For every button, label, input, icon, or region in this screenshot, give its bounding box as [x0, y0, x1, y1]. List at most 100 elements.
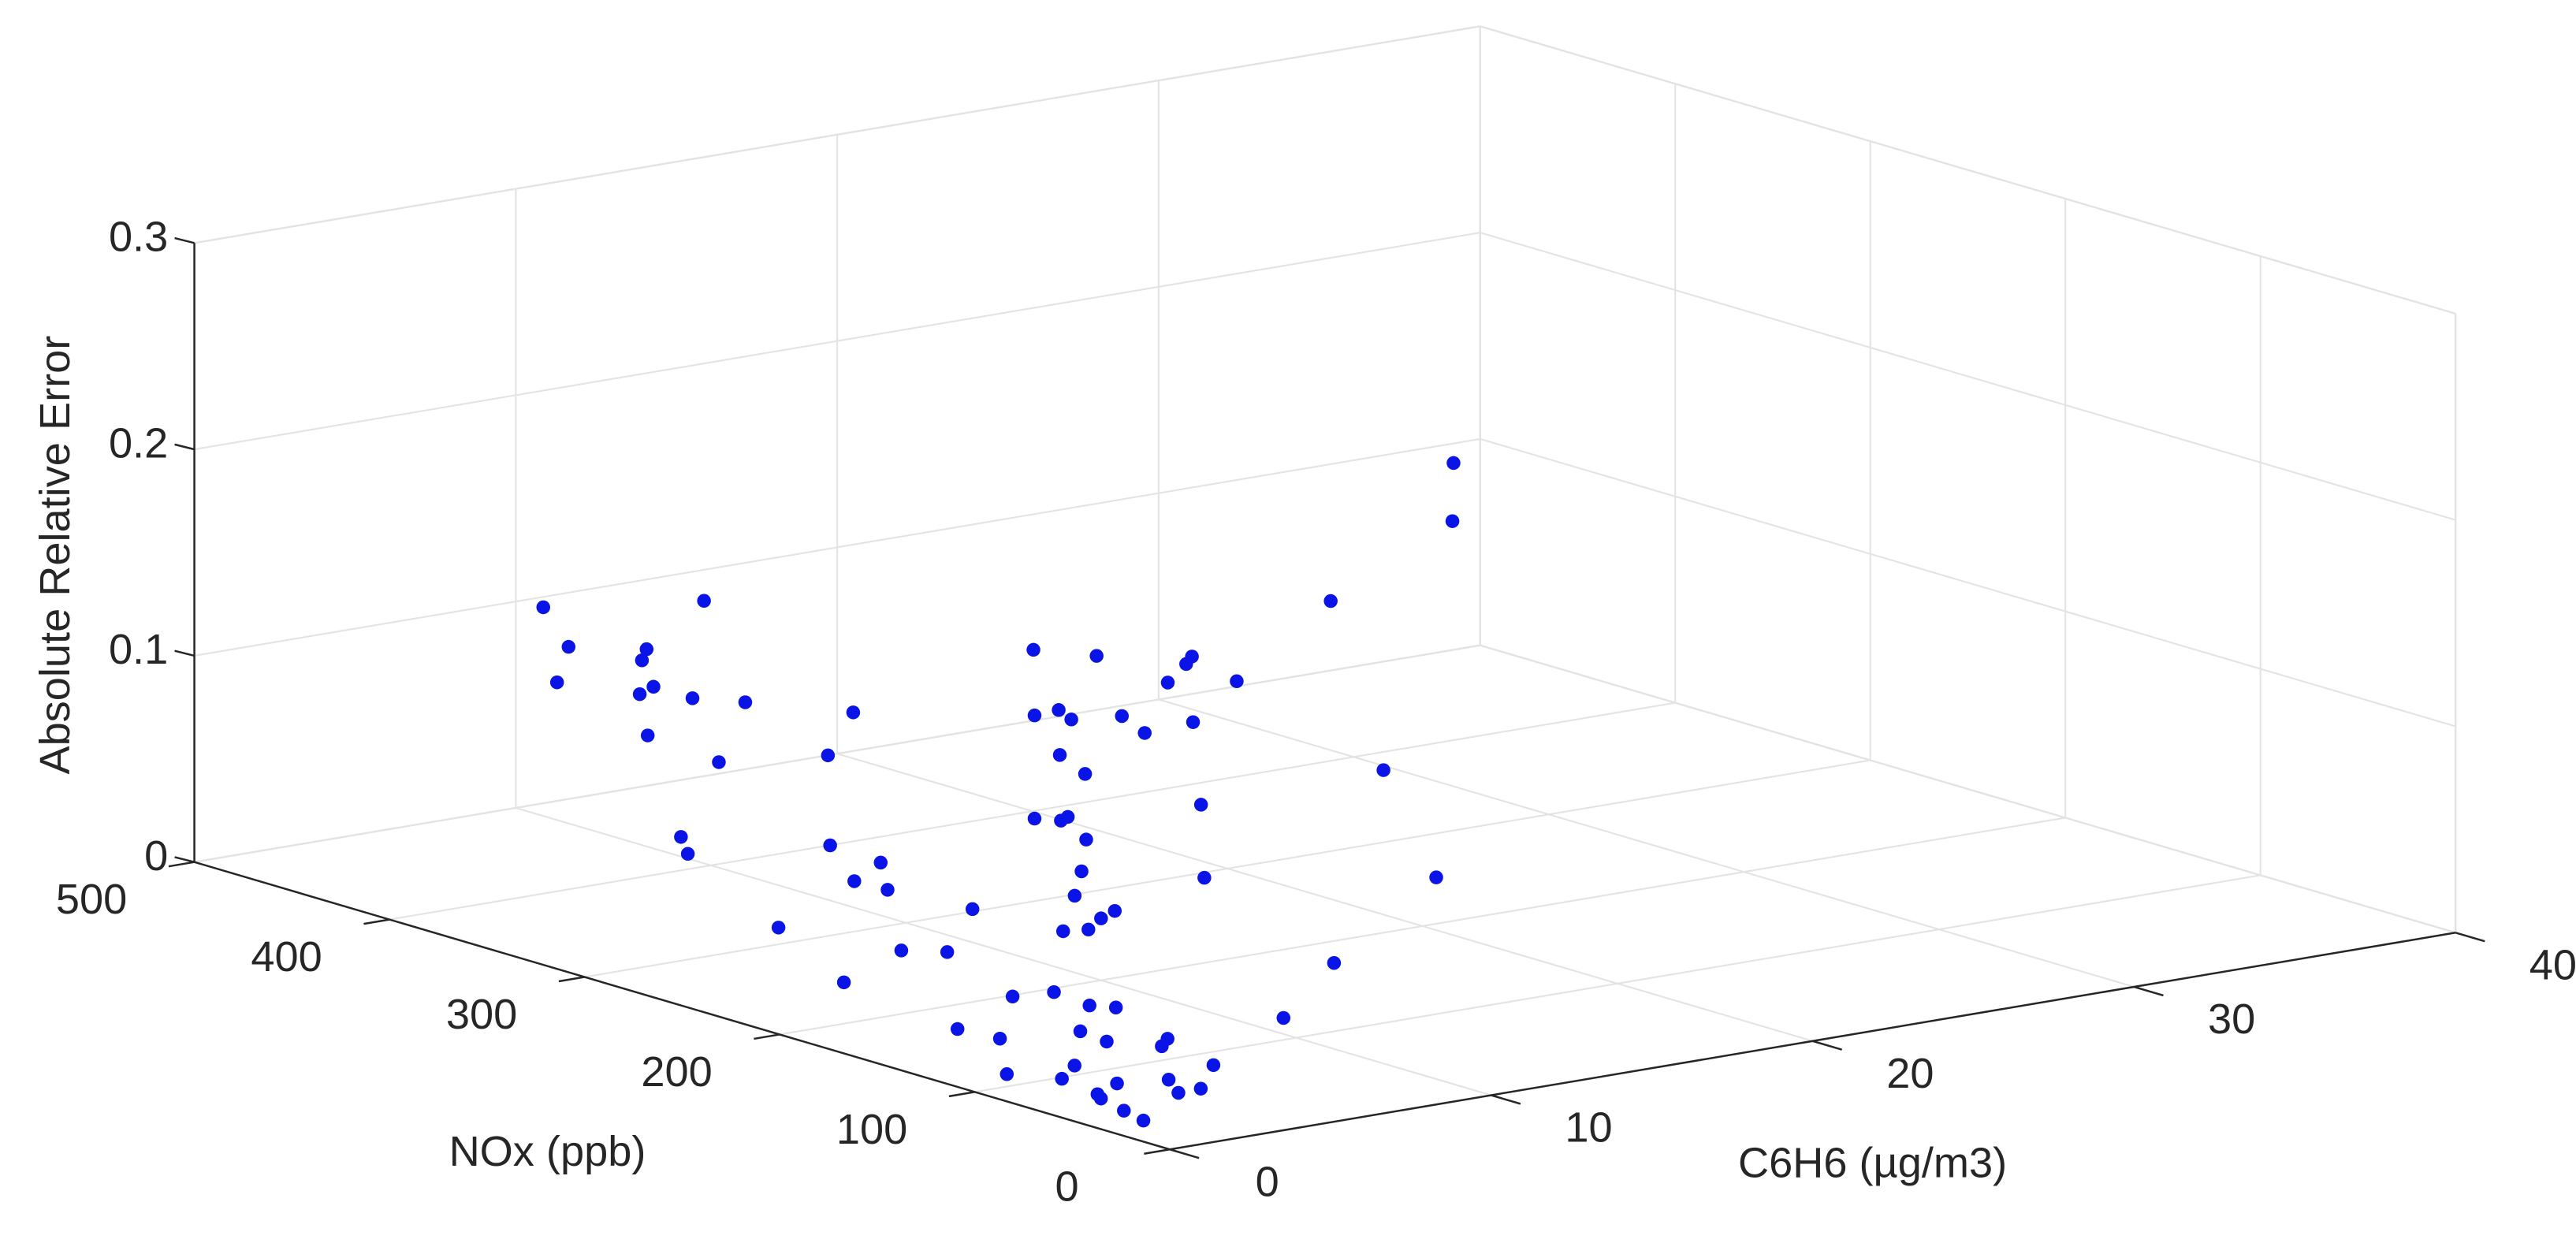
data-point — [738, 695, 753, 709]
z-tick-label: 0.2 — [109, 419, 168, 467]
z-tick — [174, 443, 195, 451]
data-point — [1055, 924, 1070, 939]
grid-line — [516, 806, 1492, 1096]
data-point — [1082, 998, 1096, 1013]
y-tick-label: 400 — [251, 933, 322, 981]
data-point — [1027, 811, 1042, 826]
data-point — [894, 943, 909, 958]
data-point — [950, 1022, 965, 1036]
data-point — [1136, 1113, 1151, 1128]
x-tick-label: 20 — [1886, 1050, 1934, 1097]
data-point — [821, 748, 836, 763]
data-point — [1429, 870, 1443, 884]
grid-line — [1158, 698, 2135, 988]
grid-line — [1480, 232, 2456, 521]
data-point — [1052, 748, 1067, 762]
y-axis-label: NOx (ppb) — [449, 1128, 646, 1175]
grid-line — [974, 874, 2261, 1093]
grid-line — [584, 759, 1871, 978]
data-point — [1067, 1059, 1081, 1073]
data-point — [836, 975, 851, 990]
data-point — [823, 838, 837, 853]
data-point — [680, 847, 695, 862]
data-point — [697, 594, 711, 608]
data-point — [1206, 1058, 1221, 1073]
data-point — [1323, 594, 1338, 608]
data-point — [1160, 675, 1175, 690]
x-axis — [1169, 932, 2456, 1151]
z-tick — [174, 236, 195, 244]
data-point — [1161, 1073, 1176, 1087]
data-point — [1054, 813, 1068, 828]
points — [536, 456, 1461, 1128]
data-point — [674, 830, 688, 844]
data-point — [1027, 708, 1042, 723]
data-point — [1073, 1024, 1088, 1039]
y-tick — [558, 976, 585, 983]
grid-line — [194, 644, 1480, 863]
data-point — [561, 639, 576, 654]
y-tick-label: 100 — [836, 1106, 907, 1153]
data-point — [1107, 903, 1122, 918]
y-axis — [194, 861, 1171, 1151]
data-point — [965, 902, 980, 917]
data-point — [712, 755, 726, 769]
x-tick-label: 30 — [2208, 996, 2255, 1043]
data-point — [1100, 1034, 1114, 1049]
data-point — [1276, 1010, 1291, 1025]
z-tick — [174, 649, 195, 657]
data-point — [1067, 888, 1082, 903]
y-tick — [1144, 1148, 1171, 1155]
data-point — [1089, 649, 1104, 663]
data-point — [880, 883, 895, 897]
data-point — [847, 874, 862, 888]
data-point — [1108, 1000, 1123, 1014]
data-point — [1079, 832, 1093, 847]
data-point — [1094, 911, 1108, 925]
x-tick-label: 10 — [1565, 1104, 1612, 1152]
data-point — [1327, 955, 1342, 970]
data-point — [1197, 870, 1212, 885]
data-point — [536, 600, 550, 615]
grid — [193, 25, 2457, 1151]
data-point — [632, 687, 647, 702]
x-tick — [1812, 1040, 1843, 1051]
x-tick — [1491, 1094, 1521, 1105]
data-point — [1376, 763, 1390, 777]
data-point — [1171, 1085, 1186, 1100]
data-point — [1117, 1103, 1131, 1118]
grid-line — [194, 25, 1480, 244]
z-tick — [174, 856, 195, 863]
data-point — [1074, 864, 1089, 879]
data-point — [1193, 1081, 1208, 1096]
data-point — [1110, 1076, 1124, 1091]
data-point — [1005, 989, 1020, 1004]
grid-line — [194, 437, 1480, 657]
data-point — [1115, 709, 1130, 724]
data-point — [685, 691, 700, 705]
z-tick-label: 0.1 — [109, 626, 168, 673]
x-tick — [2134, 985, 2164, 997]
data-point — [1185, 649, 1199, 664]
grid-line — [1480, 25, 2456, 314]
y-tick-label: 500 — [56, 876, 127, 923]
data-point — [771, 921, 786, 935]
y-tick — [363, 918, 390, 925]
data-point — [635, 653, 650, 668]
y-tick — [948, 1091, 975, 1098]
z-axis-label: Absolute Relative Error — [32, 336, 79, 775]
data-point — [1064, 713, 1078, 727]
data-point — [846, 705, 861, 720]
data-point — [1000, 1067, 1014, 1081]
data-point — [1186, 715, 1201, 729]
grid-line — [1480, 644, 2456, 934]
data-point — [873, 855, 888, 870]
grid-line — [779, 817, 2066, 1036]
data-point — [646, 679, 661, 694]
y-tick-label: 300 — [446, 991, 517, 1038]
data-point — [992, 1031, 1007, 1046]
data-point — [1446, 456, 1461, 471]
grid-line — [389, 702, 1676, 921]
